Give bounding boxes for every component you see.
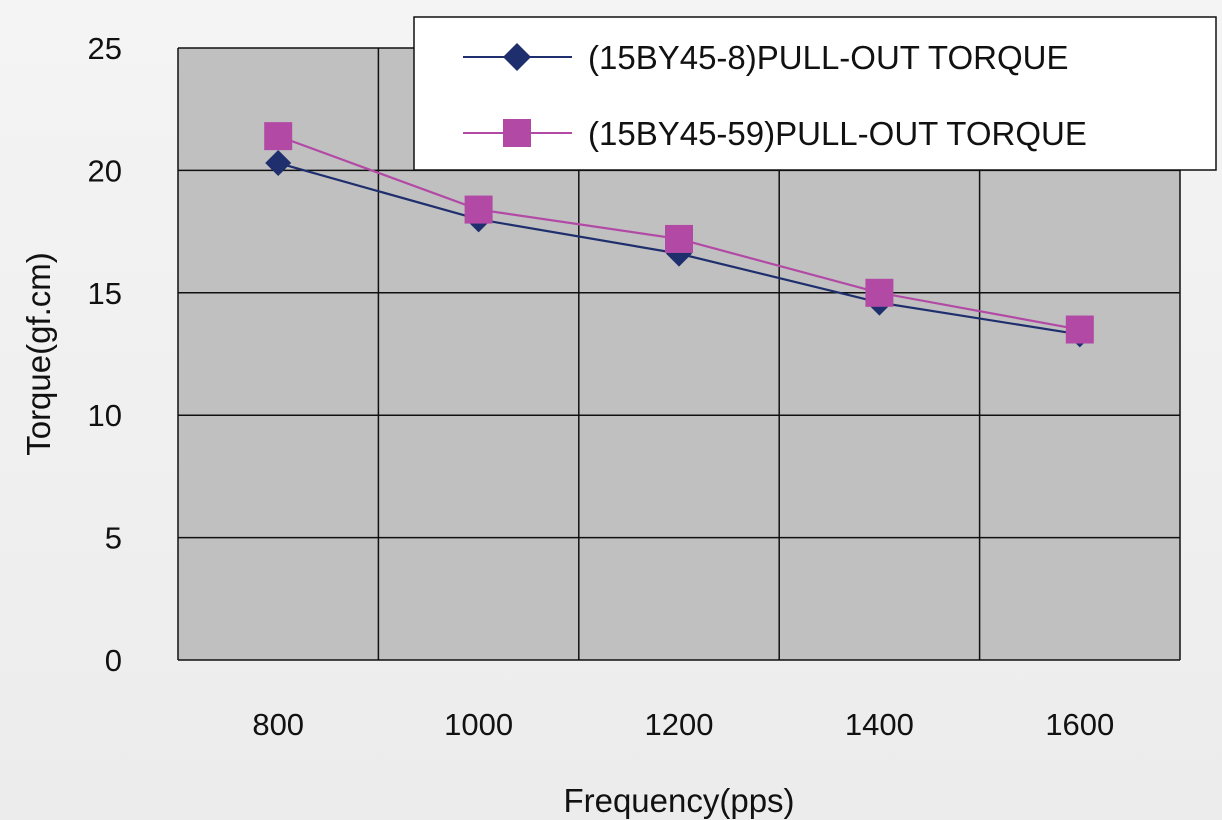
y-axis-title: Torque(gf.cm)	[20, 252, 57, 456]
x-tick-label: 800	[252, 707, 304, 742]
legend-marker-diamond	[503, 43, 531, 71]
series-2-point	[264, 122, 293, 151]
y-tick-label: 0	[105, 643, 122, 678]
series-1-point	[265, 150, 292, 177]
y-tick-label: 5	[105, 521, 122, 556]
series-2-point	[865, 278, 894, 307]
y-tick-label: 25	[88, 31, 122, 66]
series-2-point	[464, 195, 493, 224]
x-axis-title: Frequency(pps)	[563, 782, 794, 819]
legend: (15BY45-8)PULL-OUT TORQUE (15BY45-59)PUL…	[413, 16, 1217, 171]
x-tick-label: 1200	[645, 707, 714, 742]
legend-box	[413, 16, 1217, 171]
x-tick-label: 1600	[1045, 707, 1114, 742]
legend-label-series-1: (15BY45-8)PULL-OUT TORQUE	[588, 39, 1069, 76]
series-2-point	[1065, 315, 1094, 344]
series-group	[264, 122, 1094, 348]
series-2-point	[665, 224, 693, 253]
y-tick-labels: 0 5 10 15 20 25	[88, 31, 122, 678]
legend-marker-square	[503, 119, 531, 147]
y-tick-label: 10	[88, 398, 122, 433]
x-tick-label: 1400	[845, 707, 914, 742]
x-tick-labels: 800 1000 1200 1400 1600	[252, 707, 1114, 742]
legend-label-series-2: (15BY45-59)PULL-OUT TORQUE	[588, 115, 1087, 152]
y-tick-label: 15	[88, 276, 122, 311]
y-tick-label: 20	[88, 153, 122, 188]
x-tick-label: 1000	[444, 707, 513, 742]
